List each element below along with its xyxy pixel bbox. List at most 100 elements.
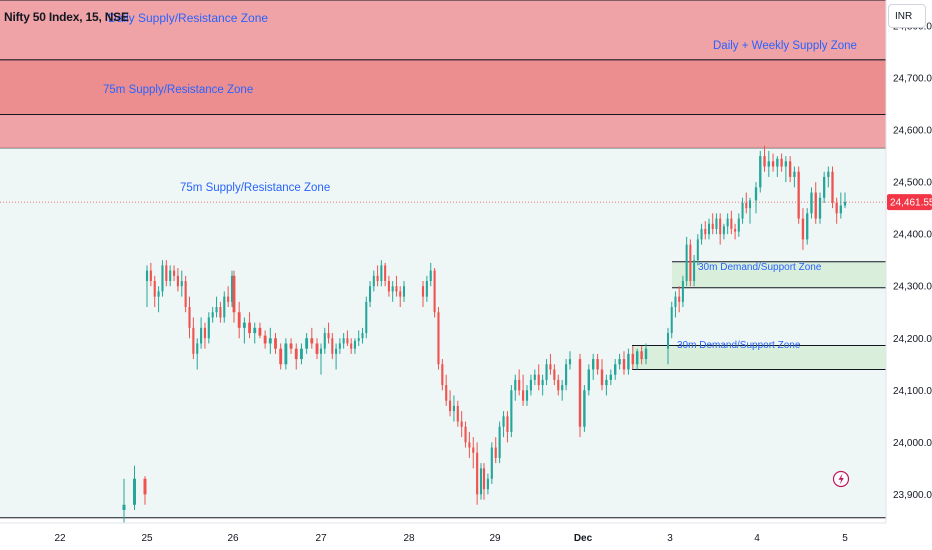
- candle-body: [384, 265, 387, 282]
- candle-body: [143, 478, 147, 495]
- candle-body: [490, 447, 493, 479]
- candle-body: [771, 161, 775, 167]
- candle-body: [776, 158, 779, 167]
- current-price-badge: [887, 194, 932, 211]
- candle-body: [754, 187, 758, 201]
- candle-body: [169, 270, 172, 282]
- candle-body: [565, 364, 568, 386]
- candle-body: [730, 218, 733, 229]
- candle-body: [425, 281, 428, 297]
- candle-body: [153, 281, 156, 297]
- candle-body: [215, 307, 218, 313]
- candle-body: [376, 275, 379, 282]
- candle-body: [402, 286, 406, 297]
- candle-body: [810, 192, 813, 214]
- candle-body: [788, 161, 792, 177]
- candle-body: [696, 239, 699, 261]
- candle-body: [707, 223, 711, 235]
- candle-body: [399, 291, 402, 297]
- candle-body: [319, 348, 323, 354]
- candle-body: [192, 327, 195, 354]
- candle-body: [161, 265, 164, 292]
- candle-body: [609, 374, 613, 380]
- zone-demand-5: [632, 345, 886, 370]
- time-axis[interactable]: [0, 523, 932, 550]
- candle-body: [449, 400, 452, 412]
- candle-body: [263, 335, 267, 344]
- candle-body: [689, 244, 692, 282]
- candle-body: [627, 353, 630, 370]
- candle-body: [494, 447, 497, 458]
- candle-body: [331, 338, 334, 354]
- candle-body: [793, 171, 796, 177]
- currency-selector[interactable]: INR: [888, 4, 926, 28]
- candle-body: [797, 171, 800, 219]
- candle-body: [522, 390, 525, 401]
- candle-body: [145, 270, 149, 282]
- zone-label-0: Daily Supply/Resistance Zone: [108, 11, 268, 25]
- candle-body: [357, 338, 360, 341]
- candle-body: [831, 171, 834, 203]
- candle-body: [180, 281, 183, 287]
- candle-body: [476, 452, 479, 495]
- candle-body: [835, 202, 838, 214]
- price-axis[interactable]: [886, 0, 932, 523]
- x-tick-label: 4: [754, 533, 760, 544]
- candle-body: [561, 385, 564, 391]
- candle-body: [300, 348, 303, 360]
- candle-body: [666, 333, 670, 349]
- candle-body: [223, 296, 226, 318]
- y-tick-label: 24,500.00: [893, 178, 932, 189]
- candle-body: [353, 340, 356, 349]
- candle-body: [380, 265, 383, 282]
- candle-body: [482, 468, 486, 490]
- candle-body: [184, 281, 187, 308]
- candle-body: [460, 421, 463, 427]
- y-tick-label: 24,000.00: [893, 438, 932, 449]
- y-tick-label: 24,100.00: [893, 386, 932, 397]
- candle-body: [741, 202, 744, 219]
- candle-body: [722, 226, 725, 235]
- x-tick-label: 5: [842, 533, 848, 544]
- candle-body: [391, 286, 394, 292]
- candle-body: [591, 359, 595, 370]
- lightning-alert-icon[interactable]: [832, 470, 850, 488]
- candle-body: [711, 223, 714, 229]
- candle-body: [207, 317, 210, 339]
- candle-body: [525, 390, 529, 401]
- candle-body: [681, 281, 684, 302]
- candle-body: [342, 338, 345, 344]
- x-tick-label: Dec: [574, 533, 593, 544]
- candle-body: [498, 426, 501, 458]
- candle-body: [549, 364, 552, 370]
- candle-body: [445, 385, 448, 401]
- zone-band-3: [0, 148, 886, 518]
- candle-body: [433, 270, 436, 313]
- candle-body: [557, 379, 560, 391]
- candle-body: [827, 171, 830, 177]
- x-tick-label: 3: [667, 533, 673, 544]
- candle-body: [719, 218, 722, 235]
- candle-body: [823, 176, 826, 198]
- candle-body: [693, 260, 696, 282]
- candle-body: [200, 327, 203, 344]
- x-tick-label: 22: [54, 533, 66, 544]
- candle-body: [502, 416, 505, 427]
- candle-body: [763, 156, 766, 167]
- symbol-title[interactable]: Nifty 50 Index, 15, NSE: [4, 10, 129, 24]
- candle-body: [274, 338, 277, 349]
- candle-body: [613, 364, 617, 375]
- candle-body: [479, 468, 483, 495]
- supply-zone-label-weekly: Daily + Weekly Supply Zone: [713, 40, 857, 52]
- candle-body: [437, 312, 440, 365]
- candle-body: [219, 307, 222, 318]
- candle-body: [767, 161, 770, 167]
- candle-body: [685, 244, 688, 282]
- candle-body: [745, 202, 748, 209]
- y-tick-label: 24,700.00: [893, 74, 932, 85]
- candle-body: [452, 405, 455, 412]
- zone-label-3: 75m Supply/Resistance Zone: [180, 182, 330, 194]
- session-26: [232, 270, 319, 370]
